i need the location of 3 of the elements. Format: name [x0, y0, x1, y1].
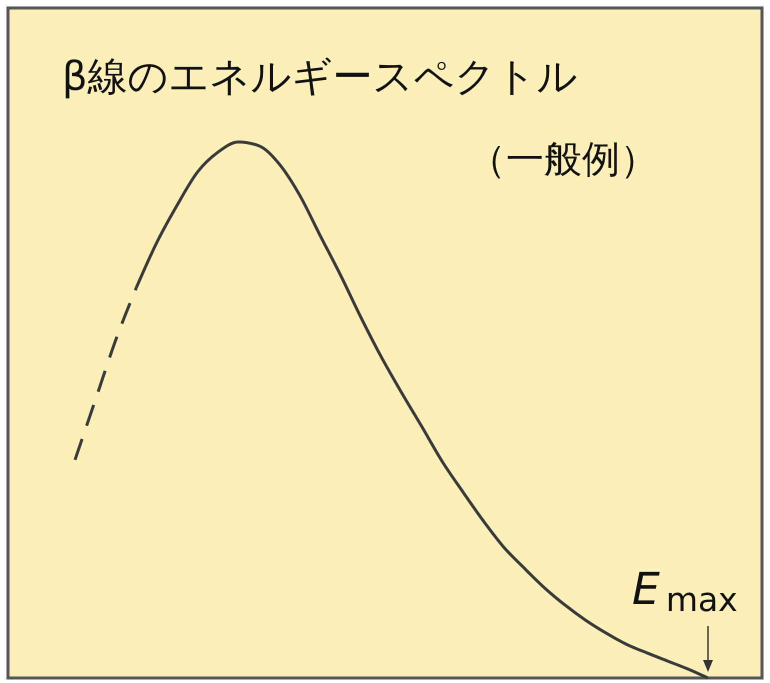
chart-title: β線のエネルギースペクトル [62, 54, 578, 100]
annotation: E$_{max}$ [632, 564, 738, 619]
chart-subtitle: （一般例） [468, 137, 658, 181]
